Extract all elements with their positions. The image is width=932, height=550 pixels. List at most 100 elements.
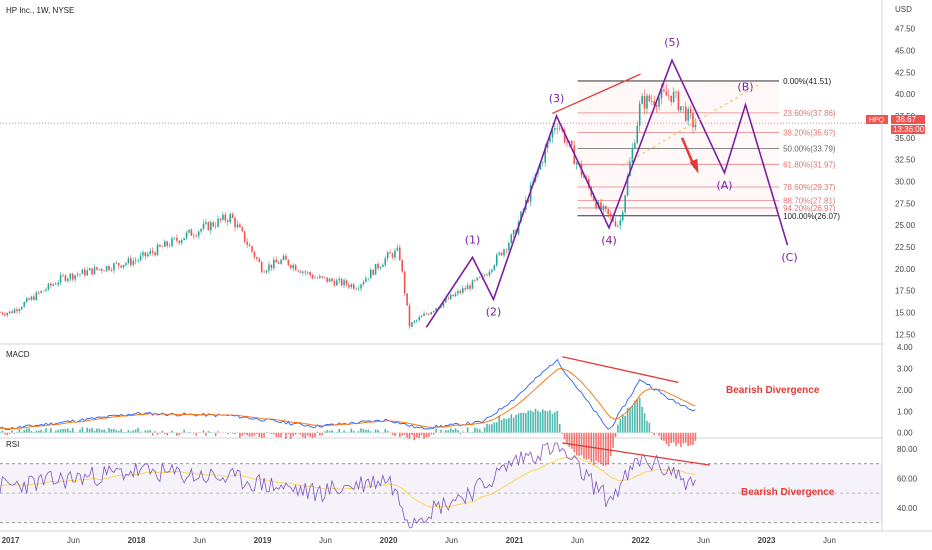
candle-body bbox=[256, 257, 258, 259]
candle-body bbox=[403, 271, 406, 294]
rsi-divergence-label: Bearish Divergence bbox=[741, 487, 835, 498]
macd-panel[interactable] bbox=[0, 356, 697, 466]
candle-body bbox=[684, 106, 687, 121]
macd-histogram-bar bbox=[67, 428, 69, 433]
candle-body bbox=[442, 302, 445, 307]
macd-histogram-bar bbox=[226, 432, 229, 435]
macd-histogram-bar bbox=[159, 432, 161, 434]
macd-histogram-bar bbox=[13, 432, 16, 434]
candle-body bbox=[137, 260, 139, 261]
fib-level-label: 78.60%(29.37) bbox=[783, 183, 836, 192]
candle-body bbox=[180, 240, 183, 243]
macd-histogram-bar bbox=[624, 415, 626, 433]
candle-body bbox=[79, 273, 81, 275]
candle-body bbox=[476, 277, 479, 281]
candle-body bbox=[147, 253, 149, 257]
candle-body bbox=[35, 292, 38, 300]
candle-body bbox=[105, 266, 108, 271]
macd-histogram-bar bbox=[481, 432, 483, 433]
candle-body bbox=[163, 241, 166, 247]
candle-body bbox=[50, 283, 52, 286]
macd-histogram-bar bbox=[96, 428, 98, 433]
macd-histogram-bar bbox=[84, 432, 86, 433]
macd-histogram-bar bbox=[8, 432, 11, 435]
candlesticks[interactable] bbox=[0, 83, 697, 329]
time-tick-label: Jun bbox=[823, 536, 836, 545]
macd-histogram-bar bbox=[660, 432, 663, 441]
ticker-badge[interactable]: HPQ 36.67 13:36:00 bbox=[866, 115, 925, 134]
candle-body bbox=[52, 284, 55, 286]
macd-histogram-bar bbox=[113, 428, 115, 433]
candle-body bbox=[512, 230, 515, 235]
wave-label: (5) bbox=[664, 36, 680, 49]
macd-histogram-bar bbox=[505, 419, 508, 433]
candle-body bbox=[297, 270, 299, 272]
macd-histogram-bar bbox=[391, 432, 394, 436]
macd-histogram-bar bbox=[156, 432, 159, 435]
candle-body bbox=[25, 298, 28, 303]
macd-histogram-bar bbox=[117, 430, 120, 433]
time-tick-label: Jun bbox=[571, 536, 584, 545]
candle-body bbox=[6, 313, 9, 316]
candle-body bbox=[624, 195, 626, 213]
macd-histogram-bar bbox=[469, 432, 471, 433]
macd-histogram-bar bbox=[534, 408, 537, 433]
candle-body bbox=[459, 290, 462, 293]
wave-label: (4) bbox=[601, 234, 617, 247]
macd-histogram-bar bbox=[435, 428, 437, 433]
candle-body bbox=[689, 108, 692, 114]
macd-histogram-bar bbox=[566, 432, 568, 445]
candle-body bbox=[355, 288, 357, 290]
macd-histogram-bar bbox=[561, 432, 563, 434]
candle-body bbox=[224, 214, 227, 221]
candle-body bbox=[374, 263, 377, 275]
macd-histogram-bar bbox=[151, 432, 154, 436]
macd-histogram-bar bbox=[568, 432, 571, 447]
candle-body bbox=[558, 128, 561, 130]
candle-body bbox=[88, 268, 91, 271]
rsi-tick-label: 60.00 bbox=[897, 474, 918, 483]
candle-body bbox=[406, 293, 408, 306]
macd-histogram-bar bbox=[265, 431, 268, 433]
candle-body bbox=[57, 282, 59, 285]
candle-body bbox=[202, 223, 205, 229]
candle-body bbox=[338, 278, 341, 281]
elliott-waves[interactable]: (1) (2) (3) (4) (5) (A) (B) (C) bbox=[425, 36, 798, 328]
candle-body bbox=[646, 95, 648, 109]
candle-body bbox=[665, 91, 668, 96]
macd-histogram-bar bbox=[11, 430, 13, 433]
macd-histogram-bar bbox=[81, 427, 84, 433]
macd-histogram-bar bbox=[592, 432, 595, 465]
candle-body bbox=[583, 175, 585, 178]
candle-body bbox=[663, 89, 665, 92]
candle-body bbox=[435, 308, 437, 311]
candle-body bbox=[454, 293, 457, 297]
candle-body bbox=[100, 268, 103, 271]
macd-histogram-bar bbox=[231, 432, 234, 434]
macd-histogram-bar bbox=[595, 432, 597, 461]
candle-body bbox=[207, 221, 210, 231]
candle-body bbox=[469, 285, 471, 289]
macd-histogram-bar bbox=[314, 432, 316, 438]
candle-body bbox=[110, 270, 113, 271]
price-tick-label: 30.00 bbox=[895, 178, 916, 187]
fibonacci-retracement[interactable]: 0.00%(41.51) 23.60%(37.86) 38.20%(35.6?) 50… bbox=[577, 77, 841, 221]
macd-histogram-bar bbox=[612, 432, 614, 448]
candle-body bbox=[382, 264, 384, 267]
macd-histogram-bar bbox=[432, 432, 435, 435]
macd-histogram-bar bbox=[638, 397, 641, 433]
candle-body bbox=[384, 258, 387, 265]
macd-histogram-bar bbox=[365, 429, 367, 433]
price-tick-label: 42.50 bbox=[895, 68, 916, 77]
macd-histogram-bar bbox=[415, 432, 418, 438]
macd-histogram-bar bbox=[248, 432, 251, 437]
candle-body bbox=[69, 273, 72, 279]
macd-histogram-bar bbox=[306, 432, 309, 436]
candle-body bbox=[16, 309, 18, 312]
macd-histogram-bar bbox=[362, 428, 365, 433]
macd-histogram-bar bbox=[64, 428, 67, 433]
macd-histogram-bar bbox=[471, 431, 474, 433]
macd-histogram-bar bbox=[294, 432, 297, 435]
rsi-panel[interactable] bbox=[0, 442, 710, 529]
